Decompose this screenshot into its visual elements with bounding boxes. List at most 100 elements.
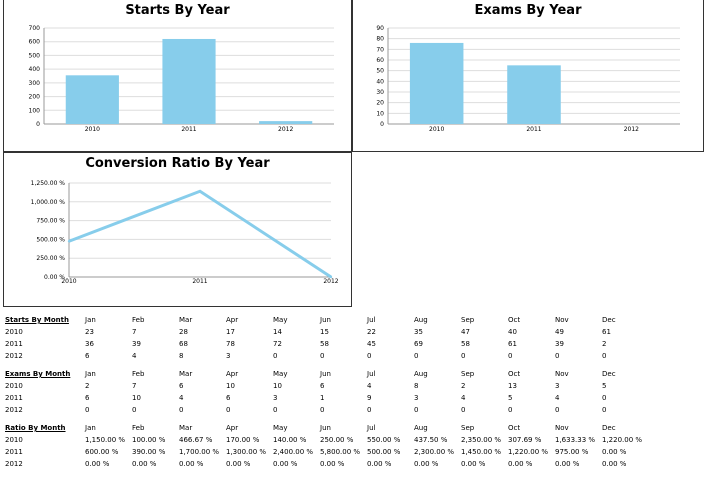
table-cell: 2,300.00 %: [414, 448, 455, 456]
month-header: May: [273, 370, 288, 378]
month-header: Jul: [367, 370, 376, 378]
table-cell: 15: [320, 328, 329, 336]
chart-title: Starts By Year: [125, 3, 230, 18]
monthly-table: Starts By Month Jan Feb Mar Apr May Jun Jul Aug S…: [5, 314, 649, 362]
table-header-row: Ratio By Month Jan Feb Mar Apr May Jun Jul Aug Se…: [5, 422, 649, 434]
table-cell: 307.69 %: [508, 436, 542, 444]
table-cell: 100.00 %: [132, 436, 166, 444]
table-cell: 6: [85, 352, 90, 360]
table-cell: 0: [320, 406, 325, 414]
table-cell: 0: [273, 406, 278, 414]
y-tick-label: 200: [29, 94, 41, 101]
table-cell: 49: [555, 328, 564, 336]
chart-title: Exams By Year: [474, 3, 582, 18]
y-tick-label: 100: [29, 107, 41, 114]
table-cell: 2: [85, 382, 90, 390]
table-cell: 1,700.00 %: [179, 448, 220, 456]
table-cell: 1,450.00 %: [461, 448, 502, 456]
table-cell: 61: [602, 328, 611, 336]
table-cell: 0: [555, 352, 560, 360]
month-header: Dec: [602, 316, 616, 324]
table-cell: 5: [602, 382, 607, 390]
table-title: Exams By Month: [5, 370, 71, 378]
exams-by-year-chart: 0 10 20 30 40 50 60 70 80 90 2010 2011 2012: [376, 25, 680, 133]
bar: [507, 65, 561, 124]
table-cell: 6: [85, 394, 90, 402]
table-cell: 0: [226, 406, 231, 414]
month-header: Mar: [179, 424, 193, 432]
conversion-ratio-chart: 0.00 % 250.00 % 500.00 % 750.00 % 1,000.00 %…: [31, 180, 339, 285]
month-header: Nov: [555, 370, 569, 378]
table-cell: 0.00 %: [602, 460, 627, 468]
table-row: 2011 6 10 4 6 3 1 9 3 4 5 4 0: [5, 392, 649, 404]
y-tick-label: 500.00 %: [36, 236, 65, 243]
month-header: May: [273, 424, 288, 432]
table-cell: 8: [179, 352, 184, 360]
year-label: 2010: [5, 328, 23, 336]
month-header: Nov: [555, 424, 569, 432]
table-cell: 0.00 %: [85, 460, 110, 468]
table-cell: 0.00 %: [414, 460, 439, 468]
table-cell: 69: [414, 340, 423, 348]
month-header: Apr: [226, 316, 239, 324]
month-header: Jun: [320, 424, 331, 432]
table-header-row: Exams By Month Jan Feb Mar Apr May Jun Jul Aug Se…: [5, 368, 649, 380]
table-cell: 4: [555, 394, 560, 402]
y-tick-label: 30: [376, 89, 384, 96]
month-header: Oct: [508, 370, 521, 378]
y-tick-label: 250.00 %: [36, 255, 65, 262]
table-cell: 0.00 %: [132, 460, 157, 468]
x-tick-label: 2012: [278, 126, 293, 133]
year-label: 2011: [5, 394, 23, 402]
x-tick-label: 2010: [85, 126, 100, 133]
y-tick-label: 60: [376, 57, 384, 64]
table-cell: 0: [367, 406, 372, 414]
table-cell: 466.67 %: [179, 436, 213, 444]
table-header-row: Starts By Month Jan Feb Mar Apr May Jun Jul Aug S…: [5, 314, 649, 326]
table-cell: 1,633.33 %: [555, 436, 596, 444]
table-cell: 0.00 %: [179, 460, 204, 468]
month-header: Aug: [414, 316, 428, 324]
table-cell: 5: [508, 394, 513, 402]
month-header: Feb: [132, 316, 145, 324]
table-cell: 0.00 %: [273, 460, 298, 468]
table-cell: 39: [555, 340, 564, 348]
starts-by-year-chart: 0 100 200 300 400 500 600 700 2010 2011 2012: [29, 25, 334, 133]
starts-by-year-panel: Starts By Year 0 100 200 300 400 500 600 700 201…: [3, 0, 352, 152]
x-tick-label: 2012: [624, 126, 639, 133]
y-tick-label: 750.00 %: [36, 218, 65, 225]
table-cell: 550.00 %: [367, 436, 401, 444]
month-header: Oct: [508, 424, 521, 432]
table-cell: 36: [85, 340, 94, 348]
table-cell: 0: [602, 352, 607, 360]
table-cell: 23: [85, 328, 94, 336]
table-cell: 2: [602, 340, 607, 348]
conversion-ratio-panel: Conversion Ratio By Year 0.00 % 250.00 % 5…: [3, 152, 352, 307]
y-tick-label: 300: [29, 80, 41, 87]
table-cell: 0.00 %: [320, 460, 345, 468]
table-cell: 0.00 %: [461, 460, 486, 468]
table-cell: 68: [179, 340, 188, 348]
month-header: Dec: [602, 424, 616, 432]
month-header: Jun: [320, 316, 331, 324]
table-cell: 0: [602, 394, 607, 402]
table-row: 2010 1,150.00 % 100.00 % 466.67 % 170.00 % 14…: [5, 434, 649, 446]
table-row: 2010 2 7 6 10 10 6 4 8 2 13 3 5: [5, 380, 649, 392]
y-tick-label: 70: [376, 46, 384, 53]
table-cell: 0: [414, 406, 419, 414]
table-cell: 5,800.00 %: [320, 448, 361, 456]
table-cell: 10: [132, 394, 141, 402]
table-row: 2012 0 0 0 0 0 0 0 0 0 0 0 0: [5, 404, 649, 416]
year-label: 2012: [5, 460, 23, 468]
table-cell: 72: [273, 340, 282, 348]
table-cell: 1,300.00 %: [226, 448, 267, 456]
month-header: Jun: [320, 370, 331, 378]
y-tick-label: 10: [376, 110, 384, 117]
month-header: Mar: [179, 370, 193, 378]
month-header: Dec: [602, 370, 616, 378]
y-tick-label: 400: [29, 66, 41, 73]
y-tick-label: 20: [376, 100, 384, 107]
year-label: 2011: [5, 340, 23, 348]
chart-title: Conversion Ratio By Year: [85, 156, 270, 171]
month-header: Apr: [226, 424, 239, 432]
